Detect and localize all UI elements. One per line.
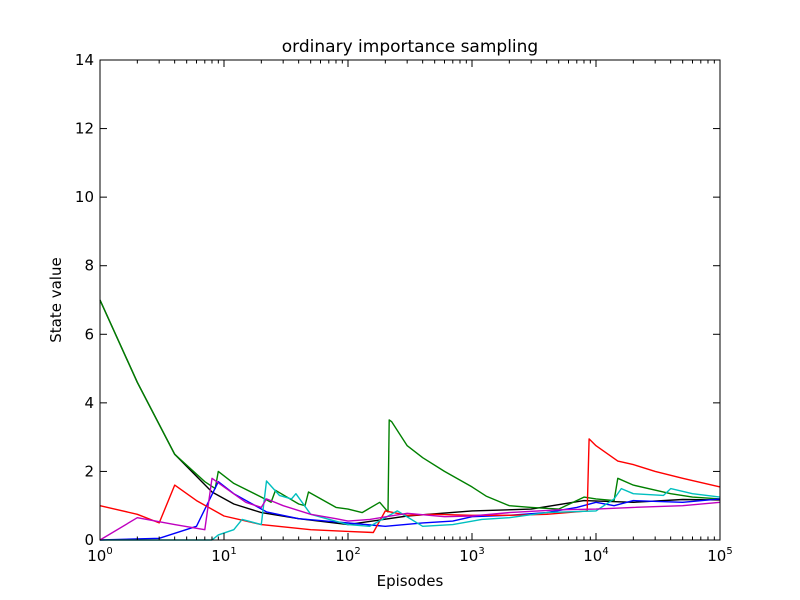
y-tick-label: 2: [84, 462, 94, 480]
y-tick-label: 14: [75, 51, 94, 69]
x-tick-label: 102: [335, 546, 360, 565]
x-tick-label: 105: [707, 546, 732, 565]
tick-labels: 0 2 4 6 8 10 12 14 100 101 102 103 104 105: [75, 51, 733, 565]
series-line-5: [100, 480, 721, 541]
y-tick-label: 10: [75, 188, 94, 206]
y-tick-label: 12: [75, 120, 94, 138]
y-tick-label: 6: [84, 325, 94, 343]
x-axis-label: Episodes: [377, 572, 444, 590]
y-tick-label: 0: [84, 531, 94, 549]
series-line-2: [99, 299, 721, 514]
tick-marks: [99, 59, 721, 541]
x-tick-label: 103: [459, 546, 484, 565]
y-tick-label: 8: [84, 257, 94, 275]
chart-title: ordinary importance sampling: [282, 37, 538, 57]
y-tick-label: 4: [84, 394, 94, 412]
y-axis-label: State value: [47, 257, 65, 342]
x-tick-label: 100: [87, 546, 112, 565]
x-tick-label: 104: [583, 546, 608, 565]
plot-area: [99, 299, 721, 541]
series-line-6: [99, 477, 721, 541]
plot-frame: [99, 59, 721, 541]
x-tick-label: 101: [211, 546, 236, 565]
